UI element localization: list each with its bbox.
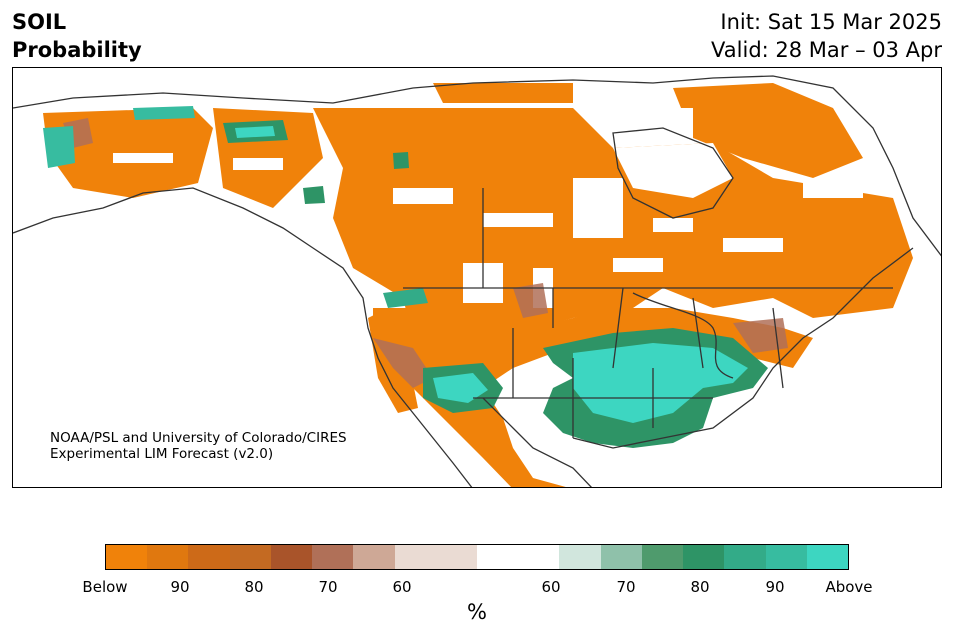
colorbar-swatch: [641, 545, 684, 569]
colorbar-tick-below-60: 60: [392, 578, 412, 596]
colorbar-swatch: [106, 545, 148, 569]
colorbar-swatch: [765, 545, 807, 569]
credit-line-1: NOAA/PSL and University of Colorado/CIRE…: [50, 430, 347, 446]
colorbar-swatch: [229, 545, 271, 569]
colorbar-tick-above: Above: [825, 578, 873, 596]
credit-text: NOAA/PSL and University of Colorado/CIRE…: [50, 430, 347, 462]
map-svg: [13, 75, 941, 487]
colorbar-swatch: [188, 545, 230, 569]
colorbar: [105, 544, 849, 570]
valid-date: Valid: 28 Mar – 03 Apr: [711, 38, 942, 62]
variable-title: SOIL: [12, 10, 67, 34]
colorbar-tick-above-60: 60: [541, 578, 561, 596]
colorbar-swatch: [270, 545, 313, 569]
product-title: Probability: [12, 38, 142, 62]
colorbar-swatch: [724, 545, 766, 569]
colorbar-tick-above-80: 80: [690, 578, 710, 596]
colorbar-swatch: [683, 545, 725, 569]
colorbar-swatch: [353, 545, 395, 569]
colorbar-swatch: [394, 545, 477, 569]
boundary-lines: [13, 75, 941, 487]
colorbar-tick-below-70: 70: [318, 578, 338, 596]
colorbar-tick-below: Below: [82, 578, 128, 596]
probability-neutral-areas: [113, 108, 863, 308]
init-date: Init: Sat 15 Mar 2025: [720, 10, 942, 34]
colorbar-unit: %: [467, 600, 487, 624]
colorbar-swatch: [600, 545, 642, 569]
colorbar-tick-below-90: 90: [170, 578, 190, 596]
colorbar-swatch: [559, 545, 601, 569]
colorbar-swatch: [147, 545, 189, 569]
colorbar-tick-below-80: 80: [244, 578, 264, 596]
probability-above-areas: [43, 106, 768, 448]
colorbar-tick-above-70: 70: [616, 578, 636, 596]
title-block: SOIL Probability: [12, 8, 142, 64]
forecast-map: NOAA/PSL and University of Colorado/CIRE…: [12, 67, 942, 488]
date-block: Init: Sat 15 Mar 2025 Valid: 28 Mar – 03…: [711, 8, 942, 64]
colorbar-swatch: [806, 545, 848, 569]
colorbar-swatch: [476, 545, 560, 569]
colorbar-tick-above-90: 90: [765, 578, 785, 596]
colorbar-swatch: [312, 545, 354, 569]
credit-line-2: Experimental LIM Forecast (v2.0): [50, 446, 274, 462]
